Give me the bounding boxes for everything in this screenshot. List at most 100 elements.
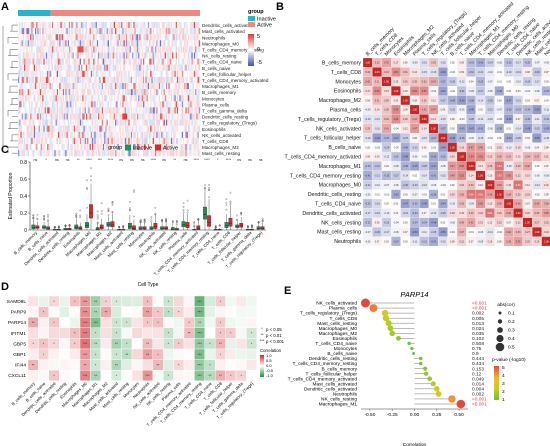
heatmap-cell	[68, 137, 71, 145]
row-label: Plasma_cells	[330, 108, 362, 114]
heatmap-cell	[129, 131, 131, 138]
heatmap-cell	[146, 76, 148, 84]
heatmap-cell	[18, 22, 20, 29]
heatmap-cell	[99, 107, 101, 114]
heatmap-cell	[146, 119, 148, 126]
heatmap-cell	[70, 113, 72, 120]
heatmap-cell	[121, 131, 123, 138]
corr-value: 0.04	[469, 81, 474, 84]
heatmap-cell	[153, 64, 156, 71]
heatmap-cell	[65, 22, 67, 29]
heatmap-cell	[84, 58, 87, 65]
heatmap-cell	[135, 22, 138, 29]
heatmap-cell	[53, 46, 55, 53]
heatmap-cell	[84, 150, 87, 157]
heatmap-cell	[198, 107, 201, 114]
corr-value: 0.06	[403, 62, 408, 65]
heatmap-cell	[87, 28, 89, 35]
heatmap-cell	[122, 95, 124, 102]
heatmap-cell	[22, 28, 25, 35]
heatmap-cell	[183, 107, 185, 114]
heatmap-cell	[175, 131, 178, 138]
heatmap-cell	[100, 95, 102, 102]
heatmap-cell	[71, 83, 73, 90]
heatmap-cell	[106, 58, 108, 65]
heatmap-cell	[89, 137, 91, 145]
box	[256, 226, 261, 230]
corr-value: 0.42	[506, 231, 511, 234]
heatmap-cell	[61, 125, 64, 132]
corr-value: -0.47	[440, 90, 446, 93]
heatmap-cell	[99, 22, 101, 29]
heatmap-cell	[132, 144, 134, 151]
heatmap-cell	[34, 89, 37, 96]
heatmap-cell	[41, 107, 43, 114]
heatmap-cell	[168, 52, 170, 59]
heatmap-cell	[21, 113, 23, 120]
heatmap-cell	[20, 70, 22, 77]
heatmap-cell	[146, 131, 148, 138]
heatmap-cell	[189, 95, 191, 102]
heatmap-cell	[173, 131, 175, 138]
heatmap-cell	[127, 58, 129, 65]
heatmap-cell	[83, 95, 85, 102]
corr-value: 0.06	[450, 118, 455, 121]
heatmap-cell	[152, 34, 155, 41]
heatmap-cell	[38, 64, 40, 71]
corr-value: 0.20	[516, 222, 521, 225]
heatmap-cell	[107, 58, 110, 65]
heatmap-cell	[28, 70, 31, 77]
heatmap-cell	[53, 40, 55, 47]
heatmap-cell	[172, 131, 174, 138]
corr-value: 0.04	[535, 146, 540, 149]
corr-value: -0.26	[525, 81, 531, 84]
box	[110, 221, 115, 228]
corr-value: -0.04	[393, 128, 399, 131]
heatmap-cell	[163, 125, 165, 132]
heatmap-cell	[93, 40, 95, 47]
heatmap-cell	[184, 83, 186, 90]
corr-value: -0.14	[534, 184, 540, 187]
heatmap-cell	[146, 95, 148, 102]
heatmap-cell	[144, 144, 146, 151]
heatmap-cell	[161, 131, 163, 138]
heatmap-cell	[163, 52, 165, 59]
heatmap-cell	[168, 119, 170, 126]
heatmap-cell	[66, 150, 68, 157]
outlier	[229, 191, 232, 194]
row-label: Mast_cells_activated	[202, 29, 245, 34]
heatmap-cell	[45, 40, 48, 47]
heatmap-cell	[82, 22, 84, 29]
heatmap-cell	[31, 101, 33, 108]
corr-value: -0.39	[497, 128, 503, 131]
heatmap-cell	[22, 125, 25, 132]
heatmap-cell	[191, 95, 193, 102]
heatmap-cell	[196, 113, 198, 120]
heatmap-cell	[105, 34, 107, 41]
heatmap-cell	[158, 64, 161, 71]
heatmap-cell	[153, 70, 156, 77]
corr-value: -0.11	[421, 231, 427, 234]
heatmap-cell	[59, 144, 61, 151]
corr-value: 0.08	[403, 109, 408, 112]
heatmap-cell	[67, 64, 70, 71]
heatmap-cell	[150, 76, 152, 84]
heatmap-cell	[129, 22, 131, 29]
heatmap-cell	[135, 89, 138, 96]
gene-cell	[100, 338, 112, 350]
gene-cell	[214, 306, 226, 318]
heatmap-cell	[64, 76, 66, 84]
heatmap-cell	[197, 52, 199, 59]
heatmap-cell	[53, 150, 55, 157]
heatmap-cell	[25, 119, 27, 126]
heatmap-cell	[53, 83, 55, 90]
heatmap-cell	[111, 64, 113, 71]
heatmap-cell	[19, 58, 21, 65]
heatmap-cell	[161, 76, 163, 84]
heatmap-cell	[192, 28, 195, 35]
corr-value: -0.04	[487, 137, 493, 140]
corr-value: -0.28	[468, 118, 474, 121]
row-label: T_cells_follicular_helper	[304, 136, 361, 142]
heatmap-cell	[34, 28, 37, 35]
heatmap-cell	[111, 131, 113, 138]
